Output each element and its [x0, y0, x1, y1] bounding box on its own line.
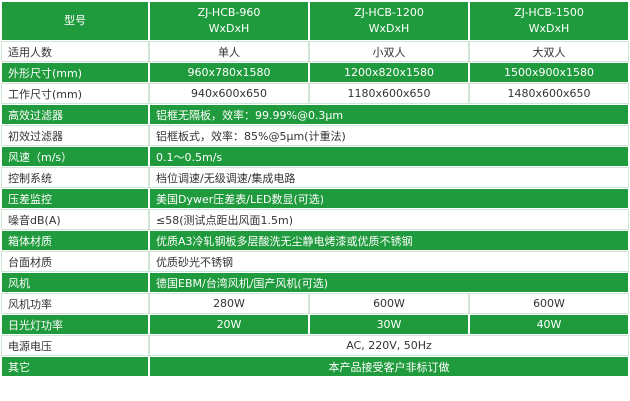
model-header: ZJ-HCB-960 WxDxH	[150, 2, 308, 40]
row-value: 单人	[149, 41, 309, 62]
table-body: 型号 ZJ-HCB-960 WxDxH ZJ-HCB-1200 WxDxH ZJ-HCB-…	[1, 2, 629, 376]
model-name: ZJ-HCB-1500	[514, 6, 584, 19]
spec-row: 风速（m/s） 0.1～0.5m/s	[2, 147, 628, 166]
spec-row: 电源电压 AC, 220V, 50Hz	[1, 335, 629, 356]
spec-row: 台面材质 优质砂光不锈钢	[1, 251, 629, 272]
row-label: 日光灯功率	[2, 315, 148, 334]
row-label: 风机	[2, 273, 148, 292]
row-value: 优质砂光不锈钢	[149, 251, 629, 272]
row-value: 1500x900x1580	[470, 63, 628, 82]
spec-row: 风机 德国EBM/台湾风机/国产风机(可选)	[2, 273, 628, 292]
row-value: 0.1～0.5m/s	[150, 147, 628, 166]
row-value: 30W	[310, 315, 468, 334]
model-dims: WxDxH	[368, 22, 410, 35]
spec-row: 压差监控 美国Dywer压差表/LED数显(可选)	[2, 189, 628, 208]
spec-row: 风机功率 280W 600W 600W	[1, 293, 629, 314]
row-label: 电源电压	[1, 335, 149, 356]
spec-row: 控制系统 档位调速/无级调速/集成电路	[1, 167, 629, 188]
model-name: ZJ-HCB-1200	[354, 6, 424, 19]
row-value: 1480x600x650	[469, 83, 629, 104]
row-value: 本产品接受客户非标订做	[150, 357, 628, 376]
row-label: 台面材质	[1, 251, 149, 272]
model-name: ZJ-HCB-960	[197, 6, 261, 19]
row-value: 1200x820x1580	[310, 63, 468, 82]
row-value: 优质A3冷轧钢板多层酸洗无尘静电烤漆或优质不锈钢	[150, 231, 628, 250]
row-value: 940x600x650	[149, 83, 309, 104]
model-header: ZJ-HCB-1500 WxDxH	[470, 2, 628, 40]
spec-row: 噪音dB(A) ≤58(测试点距出风面1.5m)	[1, 209, 629, 230]
row-value: 铝框板式，效率：85%@5μm(计重法)	[149, 125, 629, 146]
row-value: AC, 220V, 50Hz	[149, 335, 629, 356]
row-label: 风机功率	[1, 293, 149, 314]
spec-table: 型号 ZJ-HCB-960 WxDxH ZJ-HCB-1200 WxDxH ZJ-HCB-…	[1, 2, 629, 376]
row-value: 档位调速/无级调速/集成电路	[149, 167, 629, 188]
row-label: 其它	[2, 357, 148, 376]
spec-row: 工作尺寸(mm) 940x600x650 1180x600x650 1480x600x…	[1, 83, 629, 104]
row-value: 铝框无隔板，效率：99.99%@0.3μm	[150, 105, 628, 124]
spec-row: 其它 本产品接受客户非标订做	[2, 357, 628, 376]
row-label: 外形尺寸(mm)	[2, 63, 148, 82]
spec-row: 适用人数 单人 小双人 大双人	[1, 41, 629, 62]
header-label: 型号	[2, 2, 148, 40]
model-dims: WxDxH	[208, 22, 250, 35]
model-dims: WxDxH	[528, 22, 570, 35]
row-label: 噪音dB(A)	[1, 209, 149, 230]
spec-row: 箱体材质 优质A3冷轧钢板多层酸洗无尘静电烤漆或优质不锈钢	[2, 231, 628, 250]
row-value: ≤58(测试点距出风面1.5m)	[149, 209, 629, 230]
row-value: 600W	[469, 293, 629, 314]
row-value: 20W	[150, 315, 308, 334]
row-label: 风速（m/s）	[2, 147, 148, 166]
row-value: 40W	[470, 315, 628, 334]
spec-row: 外形尺寸(mm) 960x780x1580 1200x820x1580 1500x90…	[2, 63, 628, 82]
row-value: 280W	[149, 293, 309, 314]
header-row: 型号 ZJ-HCB-960 WxDxH ZJ-HCB-1200 WxDxH ZJ-HCB-…	[2, 2, 628, 40]
row-value: 960x780x1580	[150, 63, 308, 82]
spec-row: 高效过滤器 铝框无隔板，效率：99.99%@0.3μm	[2, 105, 628, 124]
row-value: 小双人	[309, 41, 469, 62]
row-label: 高效过滤器	[2, 105, 148, 124]
row-value: 600W	[309, 293, 469, 314]
row-label: 工作尺寸(mm)	[1, 83, 149, 104]
row-value: 美国Dywer压差表/LED数显(可选)	[150, 189, 628, 208]
row-value: 1180x600x650	[309, 83, 469, 104]
row-label: 初效过滤器	[1, 125, 149, 146]
row-label: 控制系统	[1, 167, 149, 188]
row-label: 箱体材质	[2, 231, 148, 250]
spec-row: 日光灯功率 20W 30W 40W	[2, 315, 628, 334]
row-label: 适用人数	[1, 41, 149, 62]
spec-row: 初效过滤器 铝框板式，效率：85%@5μm(计重法)	[1, 125, 629, 146]
row-value: 大双人	[469, 41, 629, 62]
row-label: 压差监控	[2, 189, 148, 208]
model-header: ZJ-HCB-1200 WxDxH	[310, 2, 468, 40]
row-value: 德国EBM/台湾风机/国产风机(可选)	[150, 273, 628, 292]
